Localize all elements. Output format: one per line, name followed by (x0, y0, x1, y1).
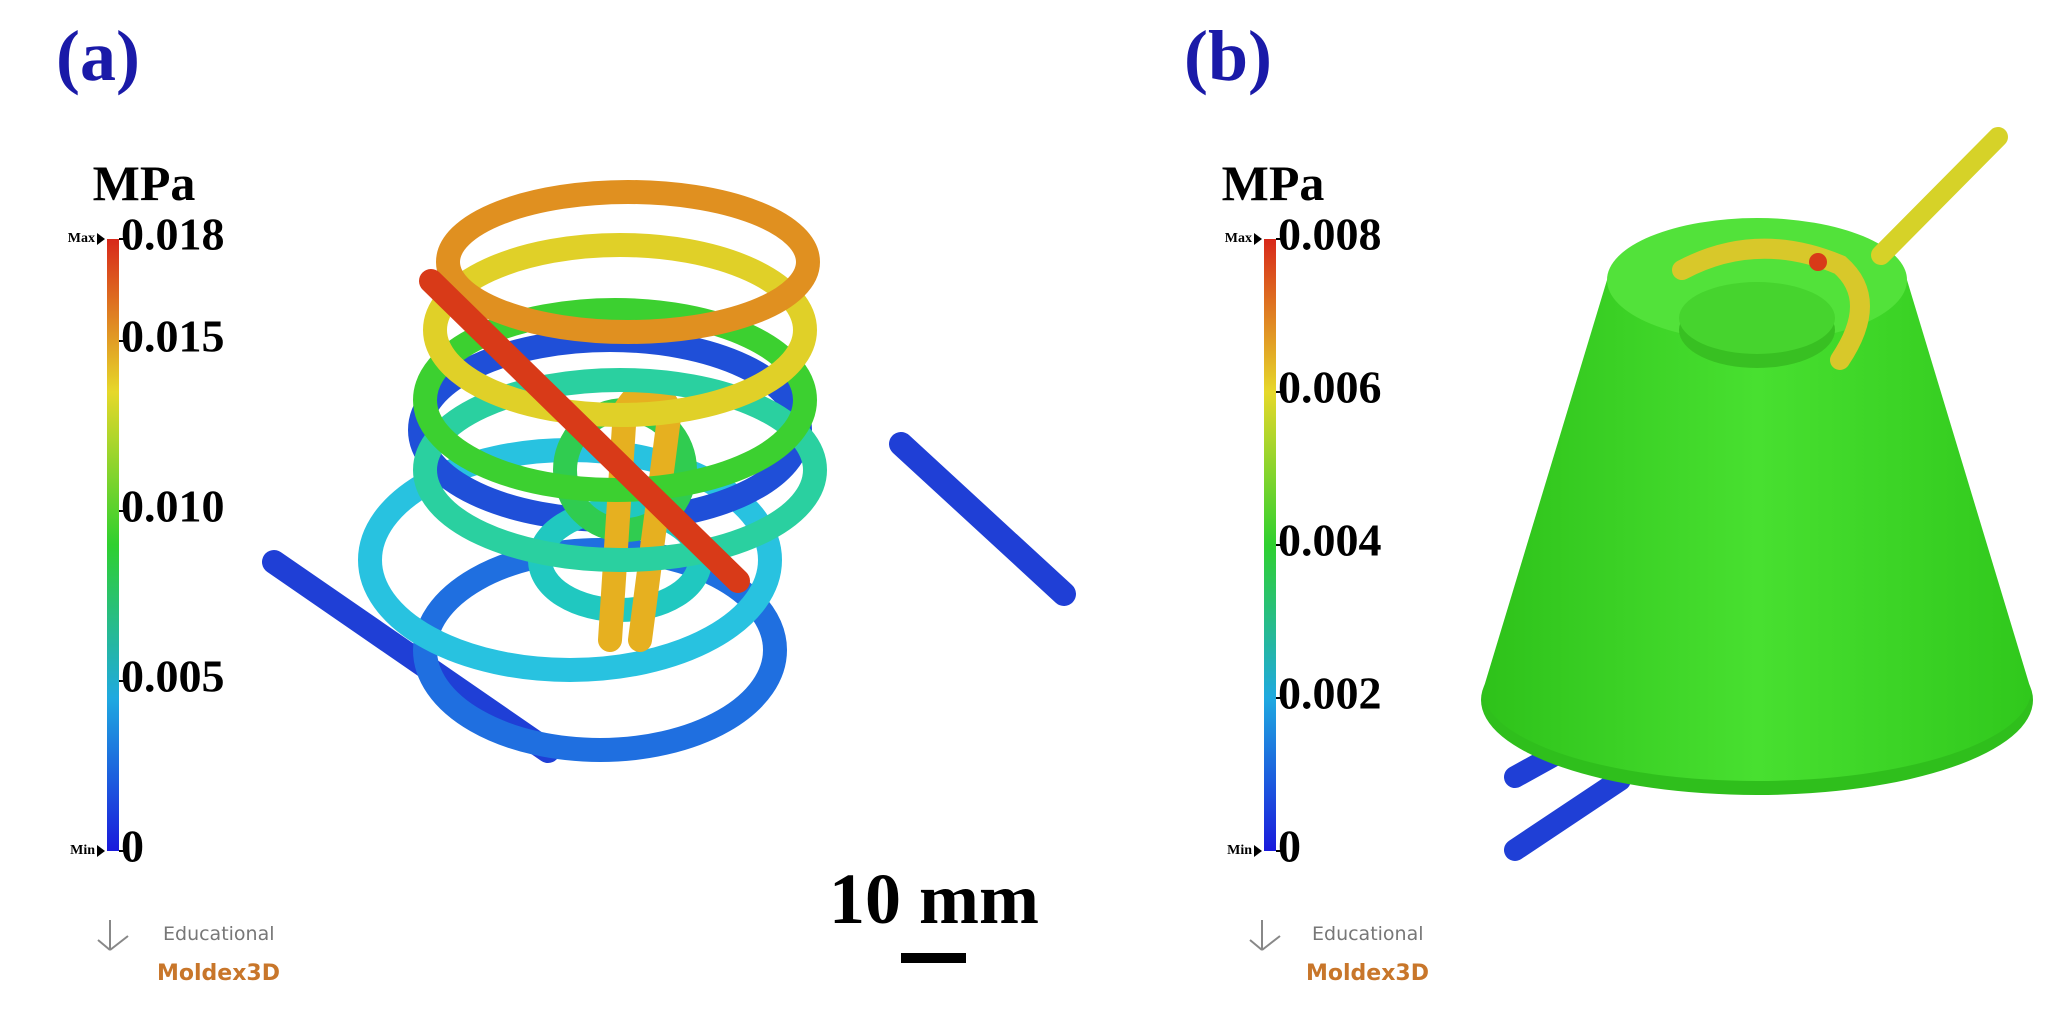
unit-label: MPa (1222, 155, 1325, 211)
panel-label: (a) (56, 16, 140, 96)
max-arrow (97, 233, 105, 245)
unit-label: MPa (93, 155, 196, 211)
tick-label: 0.008 (1278, 209, 1382, 260)
panel-label: (b) (1184, 16, 1272, 96)
min-arrow (97, 845, 105, 857)
tick-label: 0.005 (121, 651, 225, 702)
axis-glyph (1249, 920, 1281, 951)
axis-glyph (97, 920, 129, 951)
scale-bar-label: 10 mm (829, 859, 1039, 939)
min-label: Min (1227, 843, 1252, 858)
watermark-text: Educational (163, 923, 275, 945)
watermark-logo: Moldex3D (1306, 961, 1429, 986)
max-arrow (1254, 233, 1262, 245)
tick-label: 0.015 (121, 311, 225, 362)
tick-label: 0.006 (1278, 362, 1382, 413)
watermark-text: Educational (1312, 923, 1424, 945)
min-arrow (1254, 845, 1262, 857)
colorbar (107, 239, 119, 851)
min-label: Min (70, 843, 95, 858)
tick-label: 0.004 (1278, 515, 1382, 566)
tick-label: 0.018 (121, 209, 225, 260)
max-label: Max (1225, 231, 1252, 246)
max-label: Max (68, 231, 95, 246)
scale-bar (901, 953, 966, 963)
watermark-logo: Moldex3D (157, 961, 280, 986)
tick-label: 0 (1278, 821, 1301, 872)
tick-label: 0.002 (1278, 668, 1382, 719)
cone-render (1481, 127, 2033, 861)
tick-label: 0 (121, 821, 144, 872)
colorbar (1264, 239, 1276, 851)
tick-label: 0.010 (121, 481, 225, 532)
coil-render (262, 180, 1076, 763)
